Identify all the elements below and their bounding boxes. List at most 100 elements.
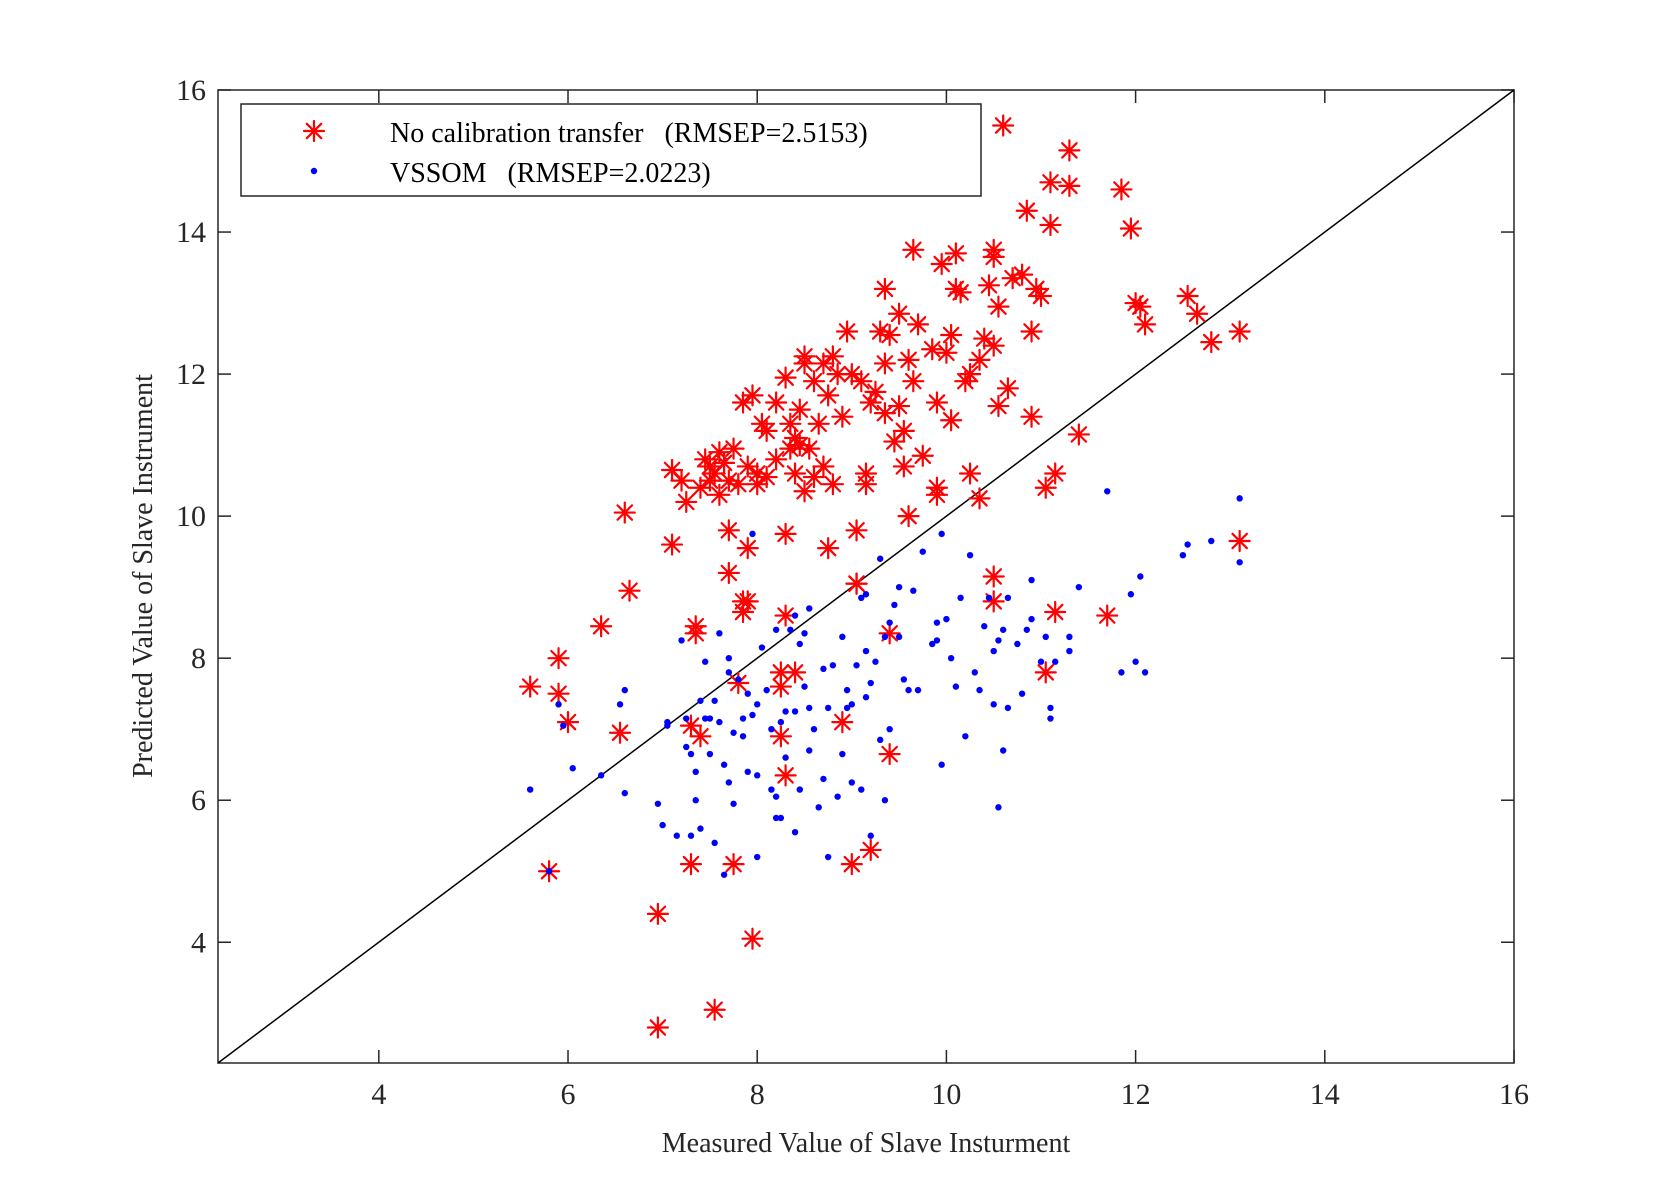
data-point-asterisk (783, 462, 807, 485)
data-point-asterisk (717, 561, 740, 585)
data-point-asterisk (935, 341, 958, 364)
data-point-dot (858, 594, 865, 602)
data-point-dot (744, 690, 751, 697)
data-point-dot (862, 694, 870, 701)
data-point-dot (933, 619, 941, 626)
data-point-asterisk (1110, 178, 1133, 201)
data-point-asterisk (982, 334, 1005, 357)
data-point-asterisk (873, 352, 897, 375)
data-point-asterisk (892, 455, 915, 478)
data-point-asterisk (840, 853, 863, 876)
x-tick-label: 16 (1499, 1078, 1529, 1111)
data-point-dot (687, 832, 695, 839)
data-point-asterisk (831, 710, 854, 734)
data-point-dot (706, 750, 714, 758)
data-point-dot (701, 658, 709, 665)
data-point-dot (720, 761, 728, 768)
data-point-dot (716, 630, 723, 637)
data-point-asterisk (727, 473, 750, 496)
data-point-asterisk (1096, 604, 1119, 627)
data-point-asterisk (736, 590, 759, 613)
legend-entry-1: VSSOM (RMSEP=2.0223) (390, 158, 711, 189)
data-point-dot (1018, 690, 1026, 697)
data-point-asterisk (765, 448, 788, 471)
data-point-asterisk (736, 536, 759, 560)
data-point-dot (692, 797, 699, 804)
data-point-dot (824, 704, 832, 712)
data-point-dot (777, 718, 785, 726)
data-point-dot (768, 786, 775, 793)
data-point-dot (999, 626, 1007, 633)
data-point-dot (730, 729, 737, 736)
data-point-dot (697, 825, 704, 832)
legend-box (240, 103, 982, 197)
data-point-dot (929, 640, 936, 648)
data-point-dot (744, 768, 751, 776)
data-point-asterisk (1185, 302, 1209, 325)
data-point-asterisk (864, 380, 887, 403)
data-point-dot (810, 725, 818, 733)
data-point-dot (806, 704, 813, 712)
data-point-dot (886, 619, 893, 626)
data-point-dot (952, 683, 960, 690)
data-point-dot (867, 832, 874, 839)
data-point-dot (659, 821, 666, 829)
data-point-asterisk (783, 426, 807, 450)
data-point-asterisk (911, 444, 934, 467)
data-point-asterisk (774, 366, 797, 389)
series-1 (526, 488, 1243, 878)
data-point-asterisk (713, 451, 736, 474)
data-point-asterisk (1029, 284, 1053, 308)
data-point-dot (673, 832, 681, 839)
x-tick-label: 6 (561, 1078, 576, 1111)
data-point-dot (782, 754, 789, 761)
legend: No calibration transfer (RMSEP=2.5153) V… (240, 103, 982, 197)
data-point-dot (597, 772, 605, 779)
data-point-asterisk (968, 348, 991, 371)
legend-entry-0: No calibration transfer (RMSEP=2.5153) (390, 118, 868, 149)
data-point-dot (1075, 583, 1083, 591)
data-point-asterisk (1228, 320, 1251, 343)
data-point-asterisk (826, 362, 849, 386)
data-point-dot (1047, 704, 1054, 712)
data-point-asterisk (925, 483, 949, 506)
data-point-dot (881, 633, 889, 641)
data-point-asterisk (698, 455, 722, 478)
data-point-dot (853, 662, 860, 669)
data-point-dot (711, 697, 718, 704)
data-point-asterisk (888, 302, 911, 325)
data-point-dot (876, 736, 884, 744)
data-point-dot (806, 747, 813, 754)
data-point-asterisk (646, 1016, 669, 1039)
data-point-asterisk (1015, 199, 1038, 222)
x-axis-label: Measured Value of Slave Insturment (662, 1128, 1071, 1159)
data-point-asterisk (982, 565, 1005, 588)
data-point-dot (706, 715, 714, 722)
data-point-dot (966, 551, 974, 559)
data-point-dot (943, 615, 950, 623)
data-point-dot (1028, 615, 1035, 623)
data-point-dot (1023, 626, 1031, 633)
data-point-dot (1004, 704, 1012, 712)
data-point-asterisk (703, 998, 726, 1021)
data-point-asterisk (618, 579, 641, 602)
data-point-dot (526, 786, 534, 793)
data-point-asterisk (878, 622, 901, 645)
data-point-asterisk (556, 710, 580, 734)
data-point-asterisk (968, 487, 991, 510)
x-tick-label: 10 (931, 1078, 961, 1111)
data-point-asterisk (1020, 405, 1043, 428)
data-point-asterisk (783, 661, 807, 684)
data-point-dot (754, 701, 761, 708)
data-point-dot (957, 594, 964, 602)
data-point-asterisk (873, 277, 897, 300)
data-point-dot (763, 686, 770, 694)
data-point-asterisk (949, 281, 972, 304)
data-point-dot (621, 789, 628, 797)
y-tick-label: 12 (176, 358, 206, 391)
data-point-dot (796, 786, 803, 793)
data-point-dot (725, 779, 733, 786)
data-point-asterisk (1044, 600, 1067, 624)
data-point-dot (654, 800, 662, 807)
data-point-dot (791, 828, 799, 836)
